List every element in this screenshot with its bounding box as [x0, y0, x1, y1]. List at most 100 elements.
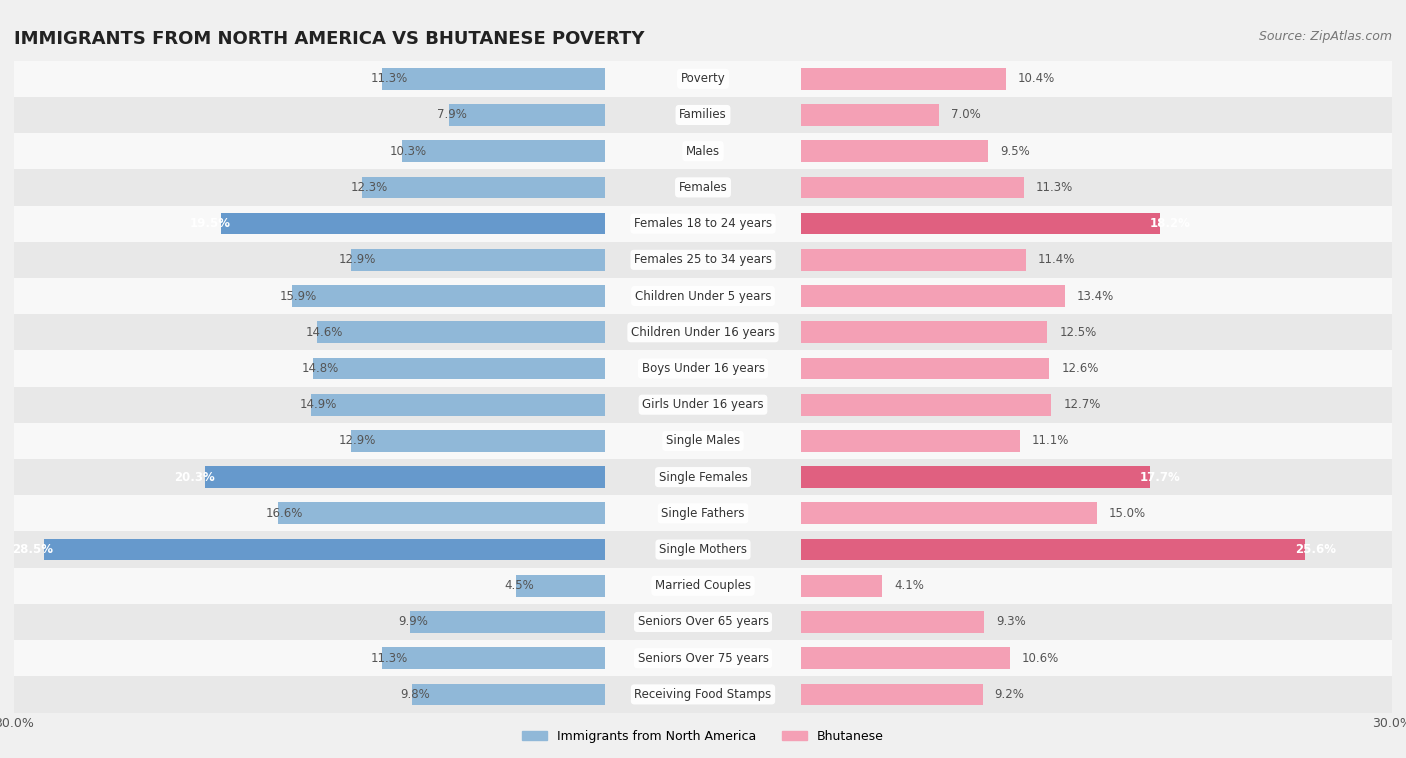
- Text: Boys Under 16 years: Boys Under 16 years: [641, 362, 765, 375]
- Text: 12.7%: 12.7%: [1063, 398, 1101, 411]
- Bar: [382, 647, 605, 669]
- Bar: [801, 640, 1392, 676]
- Bar: [382, 68, 605, 89]
- Legend: Immigrants from North America, Bhutanese: Immigrants from North America, Bhutanese: [517, 725, 889, 748]
- Bar: [801, 358, 1049, 379]
- Bar: [801, 531, 1392, 568]
- Bar: [291, 285, 605, 307]
- Bar: [44, 539, 605, 560]
- Bar: [14, 604, 605, 640]
- Text: 9.9%: 9.9%: [398, 615, 427, 628]
- Bar: [14, 314, 605, 350]
- Text: 18.2%: 18.2%: [1150, 217, 1191, 230]
- Text: Females 25 to 34 years: Females 25 to 34 years: [634, 253, 772, 266]
- Bar: [801, 133, 1392, 169]
- Text: 9.3%: 9.3%: [997, 615, 1026, 628]
- Bar: [801, 169, 1392, 205]
- Bar: [605, 459, 801, 495]
- Bar: [605, 568, 801, 604]
- Text: 12.3%: 12.3%: [350, 181, 388, 194]
- Bar: [14, 423, 605, 459]
- Bar: [605, 387, 801, 423]
- Bar: [801, 104, 939, 126]
- Text: Single Females: Single Females: [658, 471, 748, 484]
- Text: 10.3%: 10.3%: [389, 145, 427, 158]
- Bar: [14, 133, 605, 169]
- Bar: [801, 568, 1392, 604]
- Bar: [221, 213, 605, 234]
- Bar: [801, 205, 1392, 242]
- Text: 11.3%: 11.3%: [370, 72, 408, 85]
- Text: 11.1%: 11.1%: [1032, 434, 1069, 447]
- Bar: [449, 104, 605, 126]
- Text: IMMIGRANTS FROM NORTH AMERICA VS BHUTANESE POVERTY: IMMIGRANTS FROM NORTH AMERICA VS BHUTANE…: [14, 30, 644, 49]
- Bar: [412, 684, 605, 705]
- Text: 14.8%: 14.8%: [301, 362, 339, 375]
- Text: Children Under 5 years: Children Under 5 years: [634, 290, 772, 302]
- Bar: [14, 676, 605, 713]
- Bar: [205, 466, 605, 488]
- Bar: [801, 387, 1392, 423]
- Bar: [605, 61, 801, 97]
- Bar: [516, 575, 605, 597]
- Text: Females: Females: [679, 181, 727, 194]
- Bar: [14, 387, 605, 423]
- Bar: [14, 531, 605, 568]
- Bar: [801, 466, 1150, 488]
- Bar: [605, 278, 801, 314]
- Bar: [801, 575, 882, 597]
- Text: 13.4%: 13.4%: [1077, 290, 1114, 302]
- Bar: [14, 242, 605, 278]
- Bar: [801, 249, 1026, 271]
- Bar: [801, 177, 1024, 199]
- Text: Females 18 to 24 years: Females 18 to 24 years: [634, 217, 772, 230]
- Text: Girls Under 16 years: Girls Under 16 years: [643, 398, 763, 411]
- Text: 7.0%: 7.0%: [950, 108, 981, 121]
- Text: 12.9%: 12.9%: [339, 434, 377, 447]
- Text: 14.9%: 14.9%: [299, 398, 337, 411]
- Text: 17.7%: 17.7%: [1140, 471, 1181, 484]
- Bar: [801, 321, 1047, 343]
- Text: Families: Families: [679, 108, 727, 121]
- Bar: [801, 604, 1392, 640]
- Text: 7.9%: 7.9%: [437, 108, 467, 121]
- Bar: [278, 503, 605, 525]
- Bar: [801, 495, 1392, 531]
- Bar: [605, 423, 801, 459]
- Text: 15.9%: 15.9%: [280, 290, 316, 302]
- Bar: [605, 133, 801, 169]
- Bar: [801, 68, 1007, 89]
- Bar: [801, 394, 1052, 415]
- Bar: [605, 604, 801, 640]
- Bar: [14, 61, 605, 97]
- Bar: [350, 249, 605, 271]
- Bar: [402, 140, 605, 162]
- Bar: [605, 97, 801, 133]
- Text: 10.4%: 10.4%: [1018, 72, 1054, 85]
- Bar: [801, 430, 1019, 452]
- Bar: [801, 61, 1392, 97]
- Text: 4.5%: 4.5%: [505, 579, 534, 592]
- Text: 4.1%: 4.1%: [894, 579, 924, 592]
- Bar: [350, 430, 605, 452]
- Bar: [605, 531, 801, 568]
- Bar: [801, 350, 1392, 387]
- Text: 25.6%: 25.6%: [1295, 543, 1337, 556]
- Bar: [14, 350, 605, 387]
- Text: 12.6%: 12.6%: [1062, 362, 1098, 375]
- Bar: [801, 647, 1010, 669]
- Bar: [14, 205, 605, 242]
- Bar: [801, 213, 1160, 234]
- Bar: [605, 314, 801, 350]
- Text: 12.5%: 12.5%: [1059, 326, 1097, 339]
- Bar: [605, 495, 801, 531]
- Text: Seniors Over 65 years: Seniors Over 65 years: [637, 615, 769, 628]
- Text: Males: Males: [686, 145, 720, 158]
- Text: Children Under 16 years: Children Under 16 years: [631, 326, 775, 339]
- Bar: [801, 459, 1392, 495]
- Text: 28.5%: 28.5%: [13, 543, 53, 556]
- Text: 11.4%: 11.4%: [1038, 253, 1076, 266]
- Text: 16.6%: 16.6%: [266, 507, 304, 520]
- Text: Poverty: Poverty: [681, 72, 725, 85]
- Bar: [318, 321, 605, 343]
